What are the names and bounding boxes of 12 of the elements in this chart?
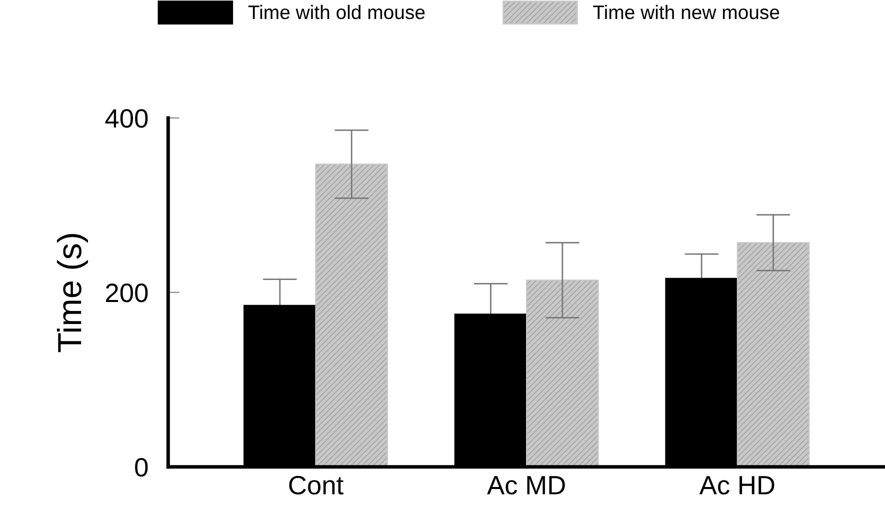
bar xyxy=(526,280,599,467)
y-tick-label: 400 xyxy=(105,109,148,128)
bar xyxy=(315,164,388,467)
x-tick-label: Cont xyxy=(289,476,344,495)
legend-label: Time with old mouse xyxy=(248,4,425,20)
y-axis-title: Time (s) xyxy=(56,234,88,352)
x-tick-label: Ac HD xyxy=(699,476,774,495)
x-tick-label: Ac MD xyxy=(487,476,565,495)
y-tick-label: 0 xyxy=(135,458,148,477)
y-tick-label: 200 xyxy=(106,284,148,302)
bar xyxy=(736,242,810,467)
legend-label: Time with new mouse xyxy=(593,4,780,20)
